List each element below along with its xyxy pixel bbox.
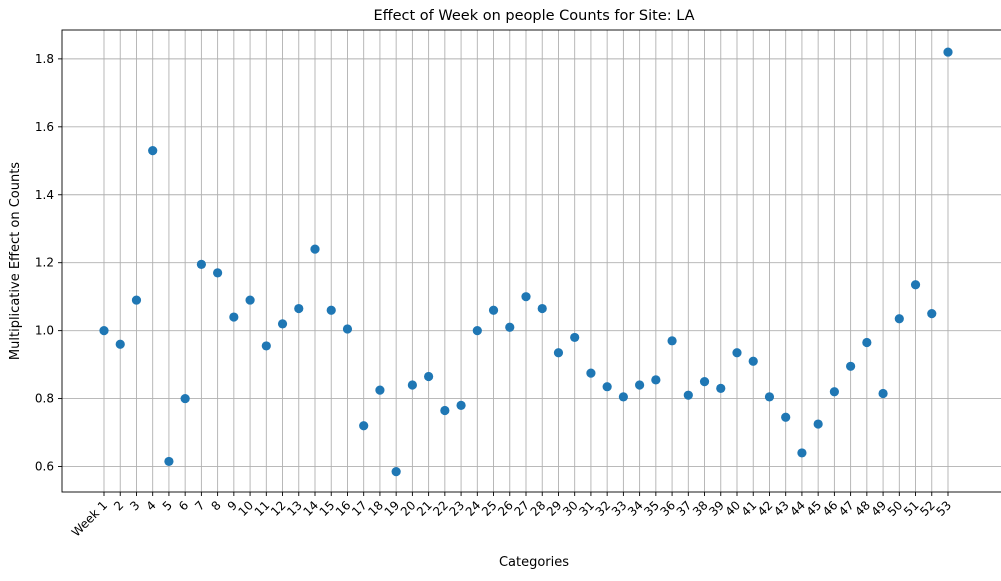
data-point bbox=[229, 312, 239, 322]
data-point bbox=[635, 380, 645, 390]
data-point bbox=[748, 356, 758, 366]
data-point bbox=[797, 448, 807, 458]
data-point bbox=[894, 314, 904, 324]
x-axis-ticks: Week 1 2 3 4 5 6 7 8 910111213141516171819202122… bbox=[69, 492, 954, 539]
data-point bbox=[602, 382, 612, 392]
data-point bbox=[294, 303, 304, 314]
data-point bbox=[213, 268, 223, 278]
data-point bbox=[342, 324, 353, 334]
data-point bbox=[359, 421, 369, 431]
data-point bbox=[586, 368, 596, 378]
data-point bbox=[716, 383, 726, 393]
data-point bbox=[196, 259, 206, 269]
data-point bbox=[488, 305, 499, 315]
data-point bbox=[277, 319, 288, 329]
y-tick-label: 1.4 bbox=[35, 188, 54, 202]
x-tick-label: 4 bbox=[144, 498, 159, 513]
data-point bbox=[164, 456, 174, 467]
data-point bbox=[910, 280, 921, 290]
data-point bbox=[326, 305, 336, 315]
data-point bbox=[651, 375, 661, 385]
data-point bbox=[553, 348, 564, 358]
y-axis-ticks: 0.6 0.8 1.0 1.2 1.4 1.6 1.8 bbox=[35, 52, 62, 474]
chart-title: Effect of Week on people Counts for Site… bbox=[373, 8, 694, 24]
data-point bbox=[505, 322, 515, 332]
data-point bbox=[862, 337, 872, 348]
data-point bbox=[943, 47, 953, 57]
grid-lines bbox=[62, 30, 1001, 492]
x-tick-label: 6 bbox=[176, 498, 191, 513]
data-point bbox=[537, 303, 547, 314]
x-tick-label: 8 bbox=[208, 498, 223, 513]
x-tick-label: 5 bbox=[160, 498, 175, 513]
data-point bbox=[878, 388, 888, 399]
y-tick-label: 1.8 bbox=[35, 52, 54, 66]
data-point bbox=[310, 244, 320, 254]
y-axis-label: Multiplicative Effect on Counts bbox=[8, 162, 23, 360]
data-point bbox=[732, 348, 742, 358]
x-axis-label: Categories bbox=[499, 555, 569, 570]
data-point bbox=[261, 341, 271, 351]
data-point bbox=[781, 412, 791, 422]
x-tick-label: 3 bbox=[127, 498, 142, 513]
x-tick-label: 2 bbox=[111, 498, 126, 513]
data-point bbox=[424, 371, 434, 382]
plot-frame bbox=[61, 29, 1001, 493]
data-point bbox=[813, 419, 823, 429]
data-point bbox=[764, 392, 775, 402]
data-point bbox=[683, 390, 693, 400]
data-point bbox=[927, 309, 937, 319]
data-point bbox=[829, 387, 839, 397]
x-tick-label: 53 bbox=[933, 498, 954, 519]
y-tick-label: 1.2 bbox=[35, 256, 54, 270]
data-point bbox=[440, 405, 450, 416]
data-point bbox=[570, 332, 580, 343]
y-tick-label: 1.6 bbox=[35, 120, 54, 134]
data-point bbox=[115, 339, 125, 349]
data-points bbox=[99, 47, 953, 477]
data-point bbox=[131, 295, 142, 305]
data-point bbox=[148, 145, 158, 156]
x-tick-label: 7 bbox=[192, 498, 207, 513]
data-point bbox=[407, 380, 417, 390]
data-point bbox=[667, 336, 677, 346]
data-point bbox=[245, 295, 255, 305]
data-point bbox=[846, 361, 856, 371]
data-point bbox=[456, 400, 466, 410]
data-point bbox=[618, 392, 628, 402]
y-tick-label: 0.6 bbox=[35, 460, 54, 474]
data-point bbox=[699, 376, 710, 387]
data-point bbox=[180, 393, 190, 404]
y-tick-label: 0.8 bbox=[35, 392, 54, 406]
data-point bbox=[99, 326, 109, 336]
data-point bbox=[375, 385, 385, 395]
x-tick-label: Week 1 bbox=[69, 498, 110, 539]
data-point bbox=[521, 292, 531, 302]
data-point bbox=[472, 326, 482, 336]
data-point bbox=[391, 467, 401, 477]
y-tick-label: 1.0 bbox=[35, 324, 54, 338]
